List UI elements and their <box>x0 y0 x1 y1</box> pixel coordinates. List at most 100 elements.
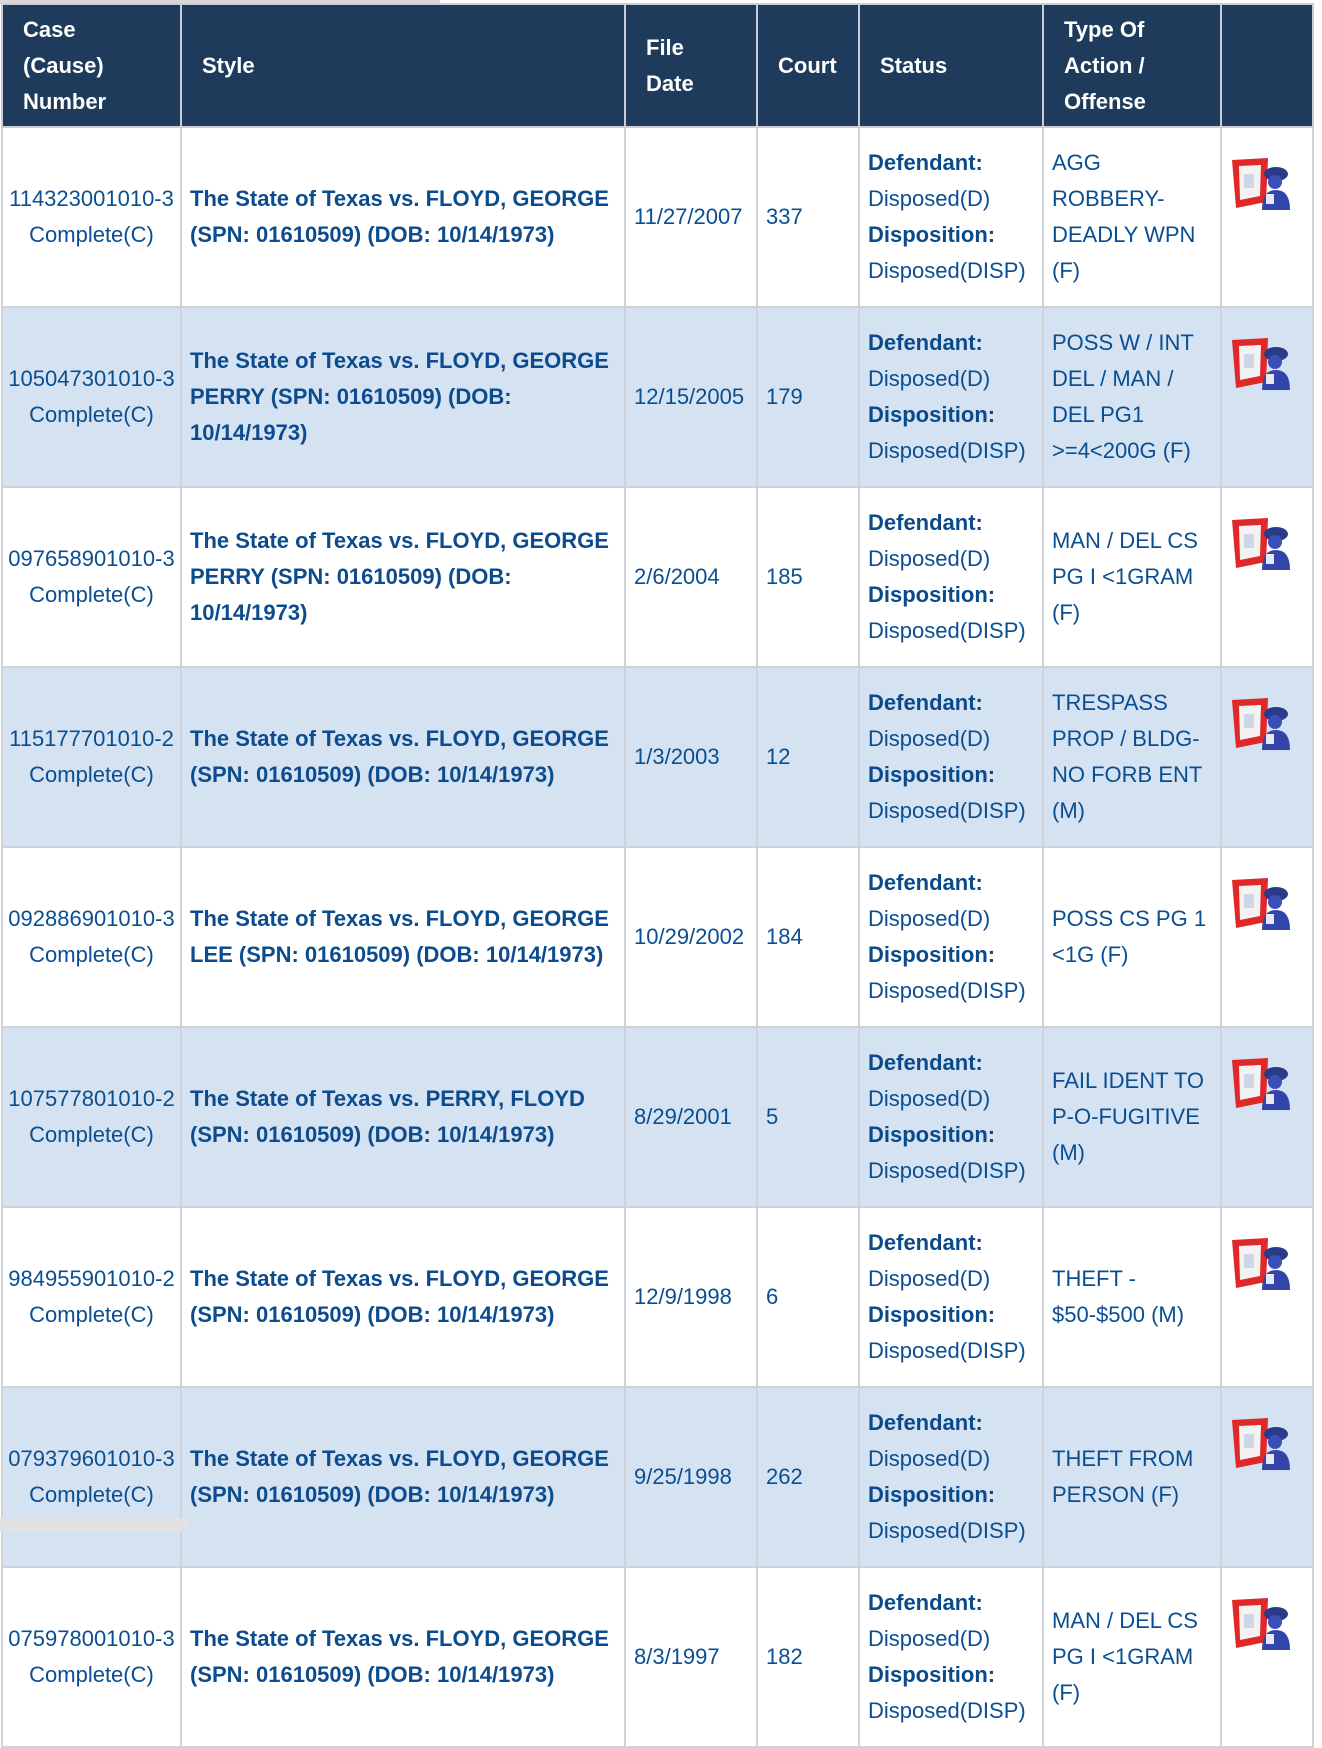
case-number-cell: 075978001010-3 Complete(C) <box>1 1566 182 1748</box>
offense: POSS CS PG 1 <1G (F) <box>1042 846 1222 1028</box>
style-link[interactable]: The State of Texas vs. FLOYD, GEORGE (SP… <box>180 1386 626 1568</box>
style-link[interactable]: The State of Texas vs. FLOYD, GEORGE PER… <box>180 306 626 488</box>
case-number-cell: 079379601010-3 Complete(C) <box>1 1386 182 1568</box>
officer-icon-cell[interactable] <box>1220 1566 1314 1748</box>
case-status: Complete(C) <box>29 222 154 247</box>
case-results-table: Case (Cause) Number Style File Date Cour… <box>1 3 1314 1748</box>
table-row: 984955901010-2 Complete(C) The State of … <box>1 1206 1314 1388</box>
case-number-link[interactable]: 114323001010-3 <box>9 186 174 211</box>
defendant-status: Disposed(D) <box>868 366 991 391</box>
officer-icon-cell[interactable] <box>1220 846 1314 1028</box>
case-status: Complete(C) <box>29 942 154 967</box>
disposition-status: Disposed(DISP) <box>868 978 1026 1003</box>
disposition-status: Disposed(DISP) <box>868 798 1026 823</box>
police-officer-icon[interactable] <box>1230 156 1292 212</box>
court: 337 <box>756 126 860 308</box>
officer-icon-cell[interactable] <box>1220 486 1314 668</box>
header-case-number[interactable]: Case (Cause) Number <box>1 3 182 128</box>
header-status[interactable]: Status <box>858 3 1044 128</box>
disposition-status: Disposed(DISP) <box>868 1698 1026 1723</box>
table-row: 107577801010-2 Complete(C) The State of … <box>1 1026 1314 1208</box>
style-link[interactable]: The State of Texas vs. FLOYD, GEORGE (SP… <box>180 126 626 308</box>
defendant-label: Defendant: <box>868 510 983 535</box>
case-number-link[interactable]: 115177701010-2 <box>9 726 174 751</box>
offense: THEFT FROM PERSON (F) <box>1042 1386 1222 1568</box>
offense: MAN / DEL CS PG I <1GRAM (F) <box>1042 486 1222 668</box>
case-number-cell: 984955901010-2 Complete(C) <box>1 1206 182 1388</box>
police-officer-icon[interactable] <box>1230 1416 1292 1472</box>
officer-icon-cell[interactable] <box>1220 306 1314 488</box>
status-cell: Defendant: Disposed(D) Disposition: Disp… <box>858 126 1044 308</box>
case-number-cell: 107577801010-2 Complete(C) <box>1 1026 182 1208</box>
file-date: 2/6/2004 <box>624 486 758 668</box>
status-cell: Defendant: Disposed(D) Disposition: Disp… <box>858 846 1044 1028</box>
style-link[interactable]: The State of Texas vs. FLOYD, GEORGE (SP… <box>180 666 626 848</box>
disposition-label: Disposition: <box>868 1122 996 1147</box>
case-status: Complete(C) <box>29 582 154 607</box>
police-officer-icon[interactable] <box>1230 1056 1292 1112</box>
defendant-label: Defendant: <box>868 150 983 175</box>
case-status: Complete(C) <box>29 762 154 787</box>
case-status: Complete(C) <box>29 1662 154 1687</box>
case-status: Complete(C) <box>29 1482 154 1507</box>
officer-icon-cell[interactable] <box>1220 1206 1314 1388</box>
court: 262 <box>756 1386 860 1568</box>
style-link[interactable]: The State of Texas vs. FLOYD, GEORGE (SP… <box>180 1566 626 1748</box>
police-officer-icon[interactable] <box>1230 336 1292 392</box>
police-officer-icon[interactable] <box>1230 876 1292 932</box>
header-type-of-action[interactable]: Type Of Action / Offense <box>1042 3 1222 128</box>
police-officer-icon[interactable] <box>1230 696 1292 752</box>
style-link[interactable]: The State of Texas vs. FLOYD, GEORGE LEE… <box>180 846 626 1028</box>
officer-icon-cell[interactable] <box>1220 1026 1314 1208</box>
defendant-label: Defendant: <box>868 1410 983 1435</box>
defendant-label: Defendant: <box>868 1050 983 1075</box>
file-date: 8/29/2001 <box>624 1026 758 1208</box>
police-officer-icon[interactable] <box>1230 1596 1292 1652</box>
case-number-link[interactable]: 079379601010-3 <box>8 1446 175 1471</box>
officer-icon-cell[interactable] <box>1220 126 1314 308</box>
case-status: Complete(C) <box>29 402 154 427</box>
file-date: 8/3/1997 <box>624 1566 758 1748</box>
court: 12 <box>756 666 860 848</box>
defendant-label: Defendant: <box>868 1230 983 1255</box>
case-number-cell: 114323001010-3 Complete(C) <box>1 126 182 308</box>
status-cell: Defendant: Disposed(D) Disposition: Disp… <box>858 1206 1044 1388</box>
court: 179 <box>756 306 860 488</box>
case-number-link[interactable]: 075978001010-3 <box>8 1626 175 1651</box>
case-number-link[interactable]: 097658901010-3 <box>8 546 175 571</box>
defendant-label: Defendant: <box>868 330 983 355</box>
officer-icon-cell[interactable] <box>1220 666 1314 848</box>
defendant-label: Defendant: <box>868 1590 983 1615</box>
header-court[interactable]: Court <box>756 3 860 128</box>
defendant-label: Defendant: <box>868 870 983 895</box>
case-number-link[interactable]: 092886901010-3 <box>8 906 175 931</box>
officer-icon-cell[interactable] <box>1220 1386 1314 1568</box>
case-number-link[interactable]: 984955901010-2 <box>8 1266 175 1291</box>
table-row: 092886901010-3 Complete(C) The State of … <box>1 846 1314 1028</box>
case-number-link[interactable]: 107577801010-2 <box>8 1086 175 1111</box>
header-style[interactable]: Style <box>180 3 626 128</box>
police-officer-icon[interactable] <box>1230 516 1292 572</box>
disposition-label: Disposition: <box>868 1302 996 1327</box>
style-link[interactable]: The State of Texas vs. FLOYD, GEORGE (SP… <box>180 1206 626 1388</box>
defendant-status: Disposed(D) <box>868 546 991 571</box>
case-number-cell: 105047301010-3 Complete(C) <box>1 306 182 488</box>
table-header-row: Case (Cause) Number Style File Date Cour… <box>1 3 1314 128</box>
status-cell: Defendant: Disposed(D) Disposition: Disp… <box>858 1026 1044 1208</box>
police-officer-icon[interactable] <box>1230 1236 1292 1292</box>
status-cell: Defendant: Disposed(D) Disposition: Disp… <box>858 1386 1044 1568</box>
court: 184 <box>756 846 860 1028</box>
table-row: 115177701010-2 Complete(C) The State of … <box>1 666 1314 848</box>
header-icon <box>1220 3 1314 128</box>
style-link[interactable]: The State of Texas vs. FLOYD, GEORGE PER… <box>180 486 626 668</box>
table-row: 105047301010-3 Complete(C) The State of … <box>1 306 1314 488</box>
court: 185 <box>756 486 860 668</box>
disposition-status: Disposed(DISP) <box>868 438 1026 463</box>
table-row: 097658901010-3 Complete(C) The State of … <box>1 486 1314 668</box>
status-cell: Defendant: Disposed(D) Disposition: Disp… <box>858 1566 1044 1748</box>
style-link[interactable]: The State of Texas vs. PERRY, FLOYD (SPN… <box>180 1026 626 1208</box>
header-file-date[interactable]: File Date <box>624 3 758 128</box>
case-number-link[interactable]: 105047301010-3 <box>8 366 175 391</box>
defendant-status: Disposed(D) <box>868 1626 991 1651</box>
offense: THEFT - $50-$500 (M) <box>1042 1206 1222 1388</box>
